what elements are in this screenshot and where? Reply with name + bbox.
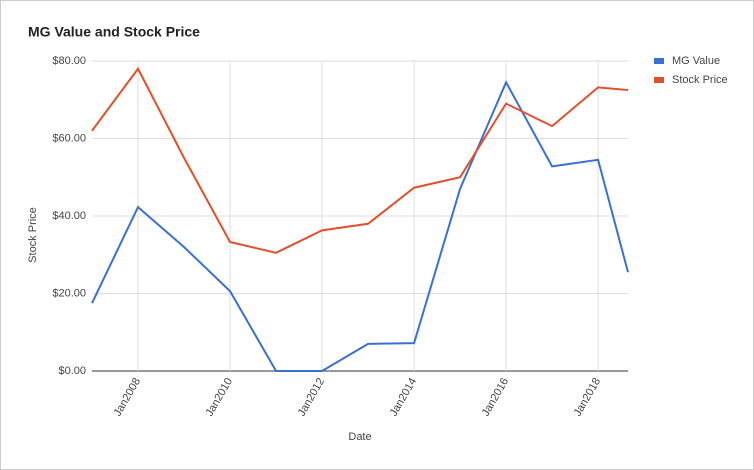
y-tick-label: $0.00 — [58, 365, 86, 377]
series-line — [91, 80, 629, 372]
series-line — [91, 66, 629, 254]
x-axis-label: Date — [348, 431, 371, 443]
chart-title: MG Value and Stock Price — [28, 24, 200, 40]
y-tick-label: $60.00 — [52, 132, 86, 144]
legend-label: Stock Price — [672, 74, 728, 86]
y-tick-label: $40.00 — [52, 210, 86, 222]
legend-label: MG Value — [672, 55, 720, 67]
y-axis-label: Stock Price — [27, 207, 39, 263]
y-tick-label: $20.00 — [52, 287, 86, 299]
legend-swatch — [654, 58, 664, 64]
legend-swatch — [654, 77, 664, 83]
y-tick-label: $80.00 — [52, 55, 86, 67]
